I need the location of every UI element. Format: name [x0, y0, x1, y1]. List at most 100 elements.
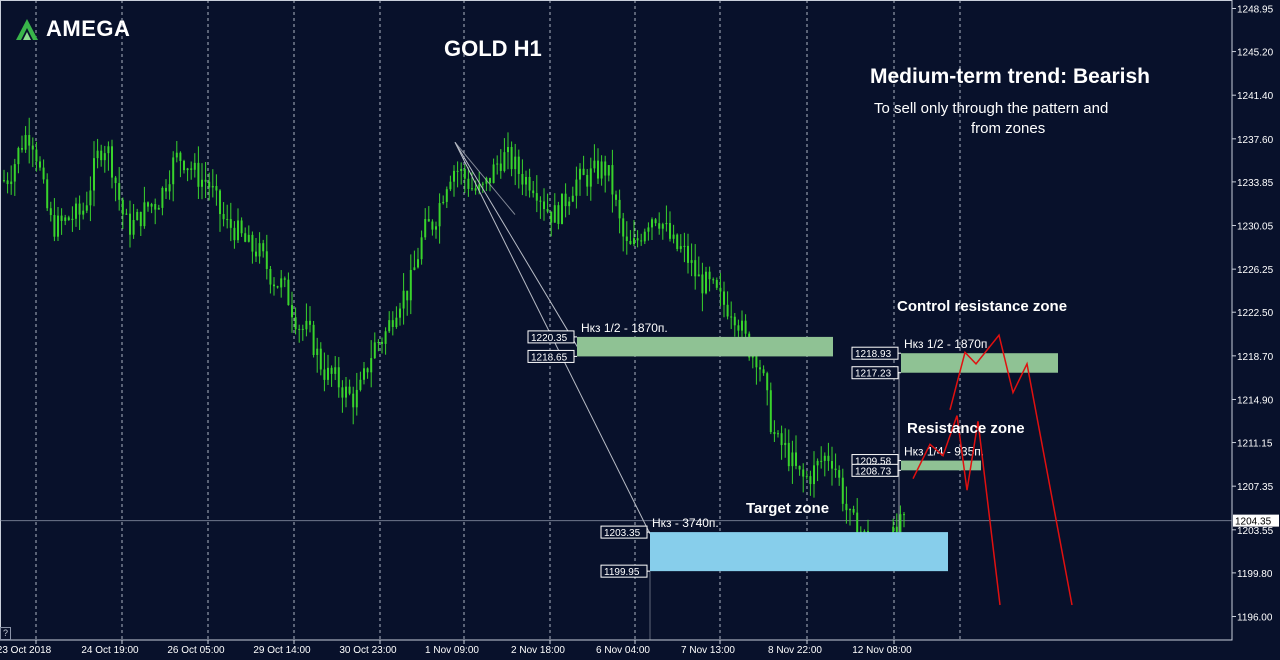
candle-body	[705, 271, 707, 294]
y-tick-label: 1237.60	[1237, 135, 1274, 146]
candle-body	[719, 287, 722, 292]
candle-body	[474, 188, 477, 191]
candle-body	[586, 174, 589, 187]
candle-body	[535, 193, 538, 201]
candle-body	[327, 367, 329, 380]
x-tick-label: 2 Nov 18:00	[511, 645, 565, 656]
candle-body	[561, 193, 563, 224]
candle-body	[780, 433, 783, 446]
candle-body	[179, 152, 182, 161]
candle-body	[136, 211, 139, 220]
candle-body	[154, 204, 157, 210]
candle-body	[355, 389, 358, 408]
candle-body	[258, 243, 261, 257]
candle-body	[215, 185, 218, 191]
candle-body	[579, 168, 581, 180]
candle-body	[467, 178, 470, 189]
zone-price-low: 1217.23	[855, 369, 892, 380]
zone-label-text: Нкз 1/2 - 1870п.	[581, 321, 668, 335]
candle-body	[777, 433, 779, 435]
candle-body	[247, 234, 250, 242]
candle-body	[827, 455, 830, 462]
candle-body	[89, 190, 92, 206]
candle-body	[147, 202, 149, 207]
zone-price-low: 1218.65	[531, 352, 568, 363]
candle-body	[453, 170, 455, 182]
candle-body	[741, 320, 743, 331]
candle-body	[298, 328, 301, 330]
brand-name: AMEGA	[46, 16, 131, 41]
candle-body	[755, 354, 758, 368]
candle-body	[514, 156, 517, 170]
candle-body	[809, 476, 812, 485]
plot-frame	[0, 0, 1233, 641]
candle-body	[35, 149, 38, 162]
candle-body	[593, 160, 596, 169]
zone-upper-left	[577, 336, 833, 357]
x-tick-label: 1 Nov 09:00	[425, 645, 479, 656]
candle-body	[687, 245, 689, 263]
candle-body	[820, 460, 823, 462]
candle-body	[564, 193, 567, 207]
candle-body	[305, 320, 308, 330]
x-tick-label: 23 Oct 2018	[0, 645, 52, 656]
candle-body	[64, 217, 67, 221]
candle-body	[607, 165, 610, 176]
candle-body	[550, 211, 553, 223]
candle-body	[676, 234, 679, 249]
candle-body	[78, 203, 81, 215]
candle-body	[301, 328, 304, 330]
candle-body	[733, 316, 736, 326]
candle-body	[845, 503, 848, 511]
candle-body	[312, 324, 315, 356]
candle-body	[546, 209, 549, 212]
help-icon[interactable]: ?	[0, 627, 11, 640]
y-tick-label: 1199.80	[1237, 569, 1273, 580]
candle-body	[633, 238, 635, 245]
candle-body	[21, 148, 23, 150]
candle-body	[165, 187, 167, 192]
candle-body	[204, 179, 207, 182]
y-tick-label: 1222.50	[1237, 308, 1274, 319]
candle-body	[899, 514, 902, 533]
candle-body	[629, 240, 632, 245]
candle-body	[359, 379, 362, 390]
candle-body	[834, 468, 837, 471]
candle-body	[75, 203, 77, 219]
candle-body	[715, 279, 718, 288]
candle-body	[816, 460, 819, 466]
candle-body	[114, 177, 117, 184]
zone-label-text: Нкз - 3740п.	[652, 516, 719, 530]
candle-body	[211, 185, 214, 188]
guide-line	[454, 141, 516, 215]
y-tick-label: 1211.15	[1237, 439, 1273, 450]
candle-body	[161, 187, 164, 208]
candle-body	[708, 271, 711, 280]
candle-body	[791, 452, 794, 467]
candle-body	[762, 369, 765, 374]
candle-body	[82, 210, 85, 215]
candle-body	[517, 156, 520, 174]
y-tick-label: 1248.95	[1237, 5, 1274, 16]
candle-body	[39, 161, 41, 168]
candle-body	[28, 135, 31, 146]
candle-body	[316, 348, 319, 356]
candle-body	[309, 320, 311, 325]
candle-body	[283, 278, 286, 280]
y-tick-label: 1214.90	[1237, 395, 1274, 406]
candle-body	[121, 199, 124, 215]
candle-body	[273, 284, 275, 287]
candle-body	[334, 367, 337, 374]
candle-body	[381, 341, 383, 344]
candle-body	[600, 161, 603, 179]
candle-body	[625, 236, 628, 241]
candle-body	[107, 146, 110, 154]
candle-body	[190, 168, 193, 170]
candle-body	[10, 181, 13, 185]
candle-body	[132, 219, 135, 235]
candle-body	[366, 368, 369, 373]
amega-logo-icon	[16, 19, 38, 40]
candle-body	[769, 390, 772, 432]
